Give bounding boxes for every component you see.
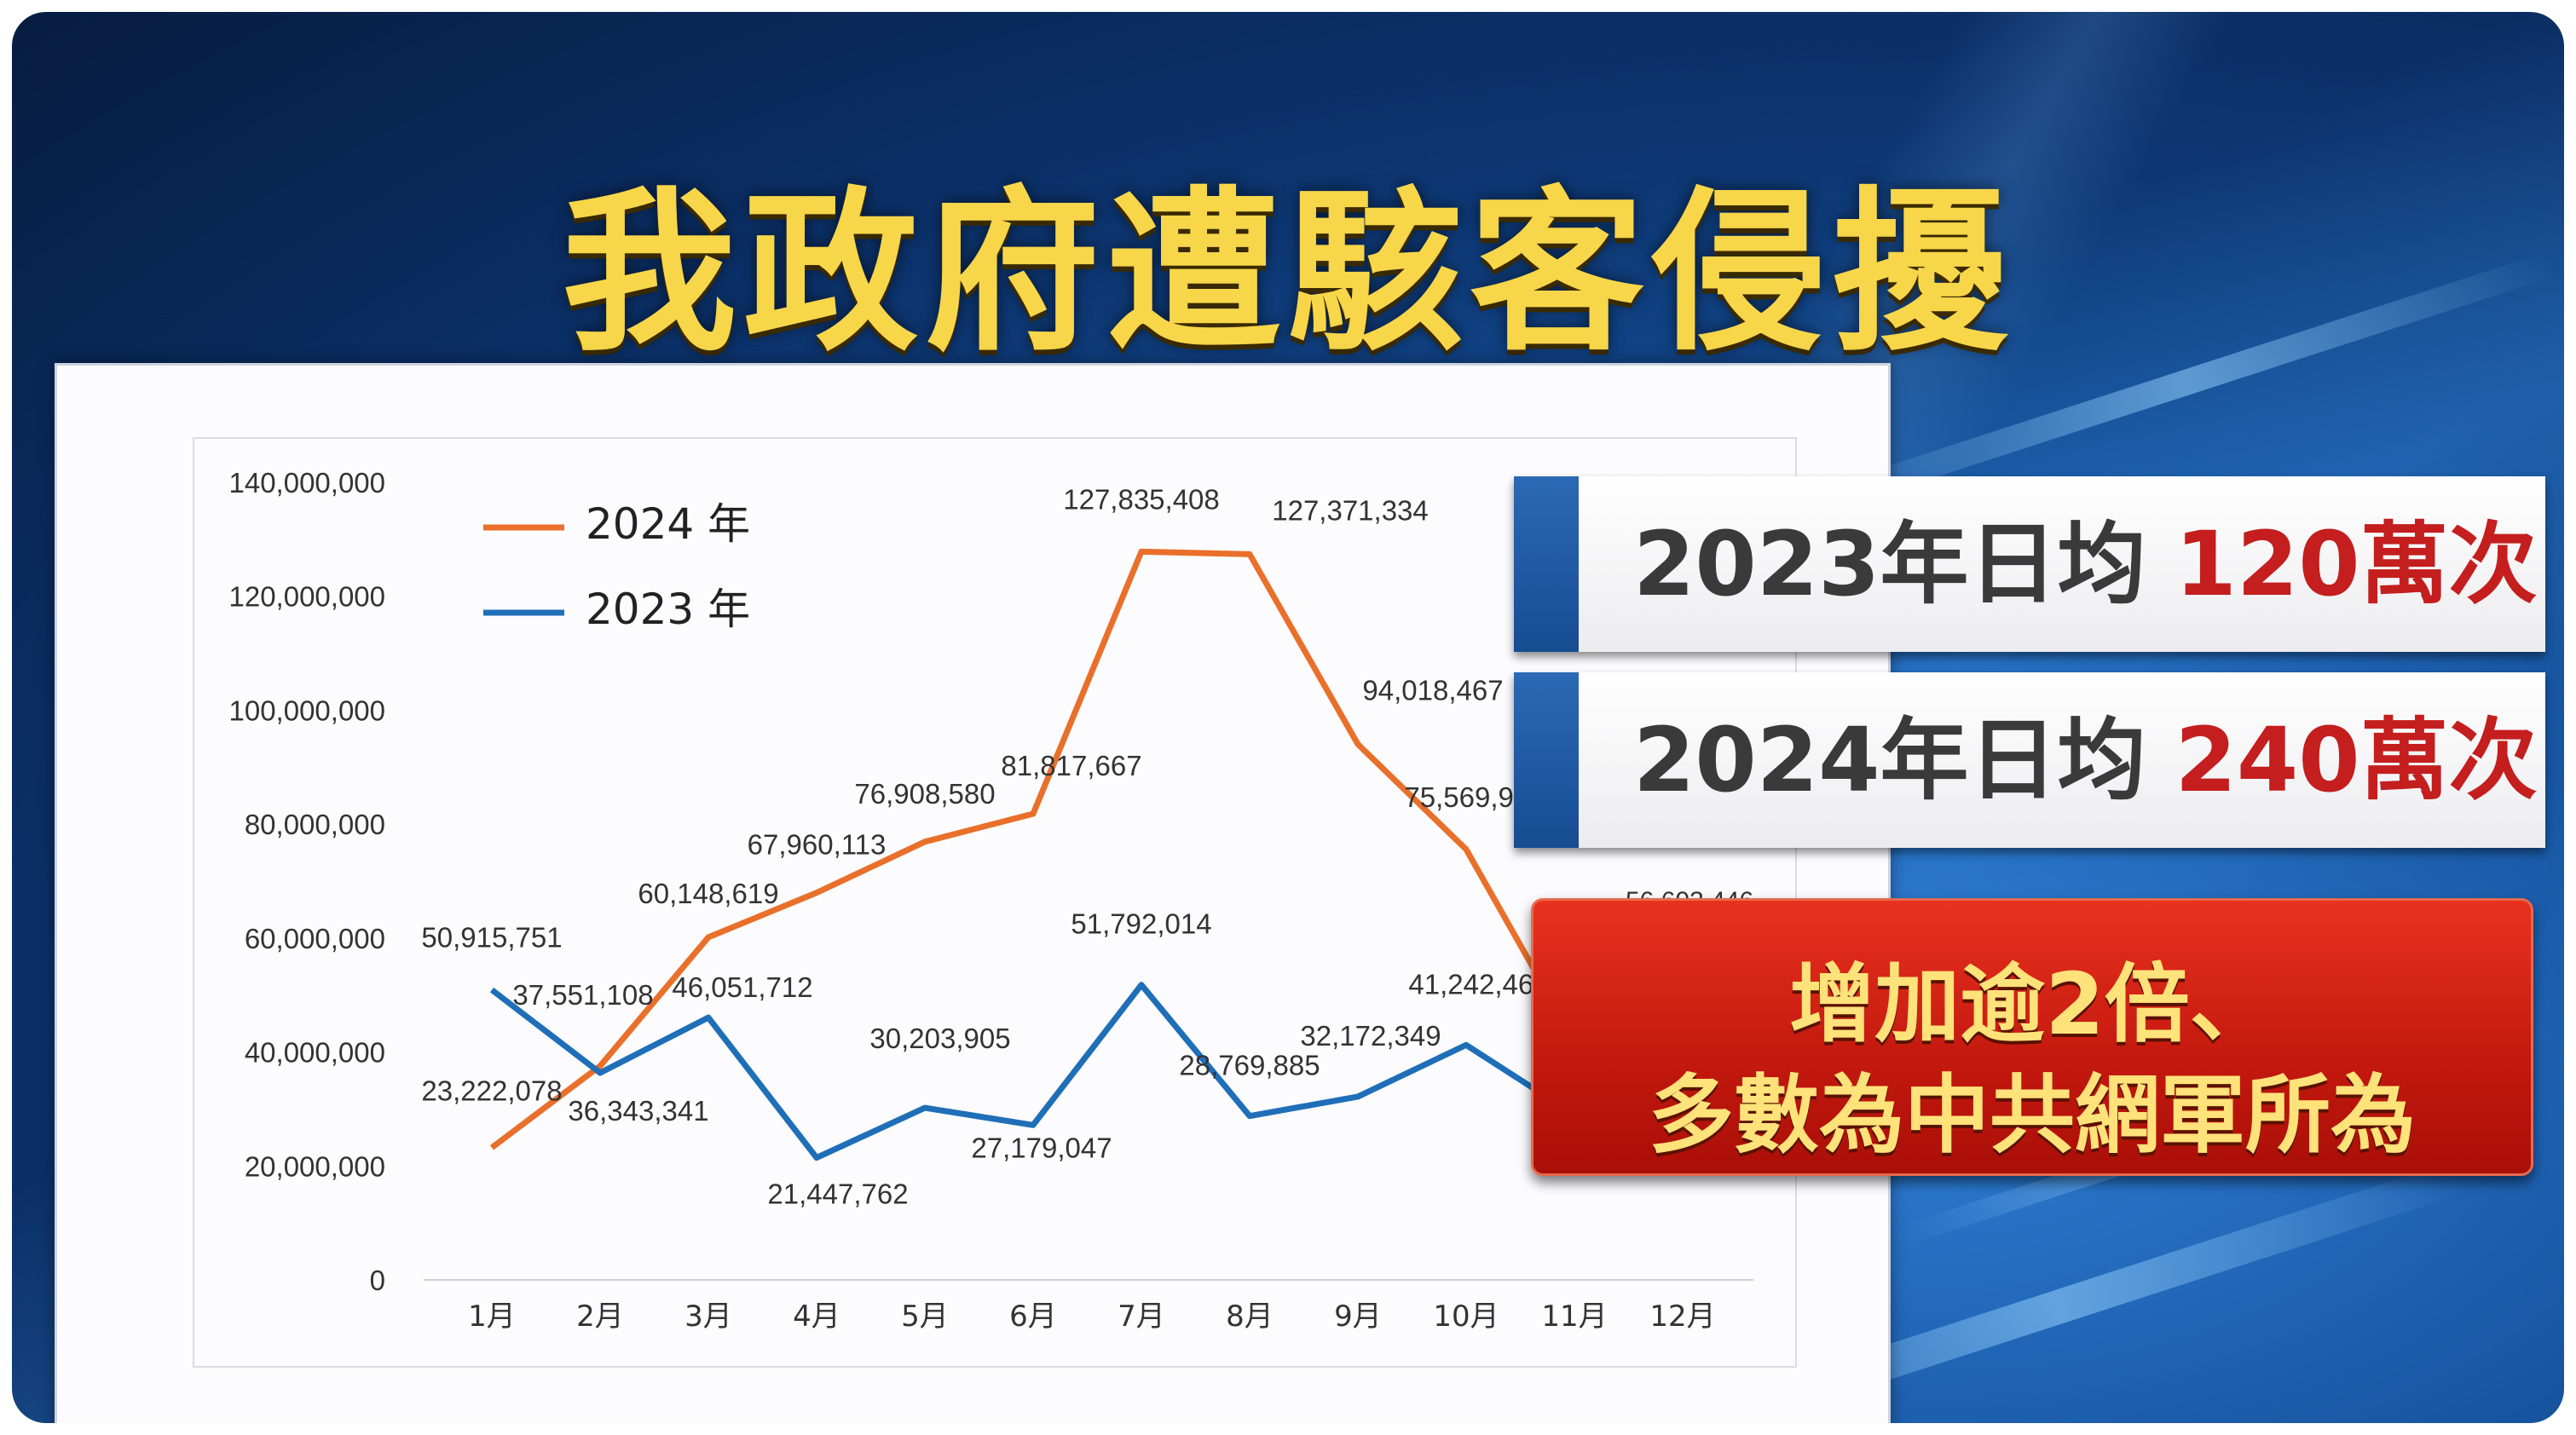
data-label: 67,960,113 xyxy=(748,829,887,861)
info-box-2024: 2024年日均 240萬次 xyxy=(1514,672,2545,848)
data-label: 27,179,047 xyxy=(971,1132,1112,1163)
y-tick-label: 20,000,000 xyxy=(245,1150,385,1182)
data-label: 21,447,762 xyxy=(767,1179,908,1210)
info-box-accent-bar xyxy=(1514,672,1579,848)
x-tick-label: 11月 xyxy=(1541,1300,1607,1334)
data-label: 60,148,619 xyxy=(638,878,778,909)
x-tick-label: 8月 xyxy=(1226,1300,1274,1334)
x-tick-label: 1月 xyxy=(468,1300,516,1334)
y-tick-label: 100,000,000 xyxy=(228,694,385,726)
x-tick-label: 5月 xyxy=(901,1300,949,1334)
info-box-highlight: 120萬次 xyxy=(2175,512,2538,616)
y-tick-label: 120,000,000 xyxy=(228,581,385,613)
y-tick-label: 40,000,000 xyxy=(245,1037,385,1069)
headline-title: 我政府遭駭客侵擾 xyxy=(562,172,2014,375)
series-line-2023 xyxy=(489,982,1576,1161)
x-tick-label: 9月 xyxy=(1334,1300,1382,1334)
info-box-text: 2023年日均 120萬次 xyxy=(1633,476,2538,652)
data-label: 36,343,341 xyxy=(568,1095,708,1127)
legend-label: 2023 年 xyxy=(586,585,750,634)
series-line-2024 xyxy=(489,548,1578,1150)
data-label: 50,915,751 xyxy=(421,922,562,954)
data-label: 32,172,349 xyxy=(1300,1020,1441,1052)
data-label: 30,203,905 xyxy=(869,1023,1010,1054)
red-callout-box: 增加逾2倍、 多數為中共網軍所為 xyxy=(1531,898,2533,1176)
data-label: 37,551,108 xyxy=(512,979,653,1011)
y-tick-label: 140,000,000 xyxy=(228,467,385,499)
x-tick-label: 10月 xyxy=(1433,1300,1499,1334)
x-tick-label: 7月 xyxy=(1118,1300,1165,1334)
data-label: 94,018,467 xyxy=(1362,674,1503,706)
callout-line-1: 增加逾2倍、 xyxy=(1789,954,2275,1054)
info-box-2023: 2023年日均 120萬次 xyxy=(1514,476,2545,652)
x-tick-label: 3月 xyxy=(684,1300,732,1334)
data-label: 23,222,078 xyxy=(421,1075,562,1107)
callout-line-2: 多數為中共網軍所為 xyxy=(1649,1065,2416,1165)
data-label: 28,769,885 xyxy=(1179,1050,1320,1081)
info-box-text: 2024年日均 240萬次 xyxy=(1633,672,2538,848)
y-tick-label: 80,000,000 xyxy=(245,809,385,840)
line-chart: 0 20,000,000 40,000,000 60,000,000 80,000,00… xyxy=(193,437,1797,1368)
data-label: 46,051,712 xyxy=(672,971,812,1003)
data-label: 127,371,334 xyxy=(1272,494,1429,526)
data-label: 81,817,667 xyxy=(1001,750,1141,781)
data-label: 51,792,014 xyxy=(1071,908,1211,940)
y-tick-label: 0 xyxy=(370,1265,385,1296)
data-label: 41,242,467 xyxy=(1408,968,1549,1000)
x-tick-label: 6月 xyxy=(1009,1300,1057,1334)
info-box-highlight: 240萬次 xyxy=(2175,708,2538,812)
info-box-label: 2023年日均 xyxy=(1633,512,2146,616)
x-tick-label: 12月 xyxy=(1649,1300,1715,1334)
broadcast-background: 我政府遭駭客侵擾 0 20,000,000 40,000,000 60,000,000… xyxy=(12,12,2564,1423)
x-tick-label: 2月 xyxy=(576,1300,624,1334)
y-tick-label: 60,000,000 xyxy=(245,923,385,954)
x-tick-label: 4月 xyxy=(793,1300,840,1334)
legend-label: 2024 年 xyxy=(586,499,750,549)
info-box-accent-bar xyxy=(1514,476,1579,652)
data-label: 127,835,408 xyxy=(1063,483,1220,515)
data-label: 76,908,580 xyxy=(854,778,995,810)
info-box-label: 2024年日均 xyxy=(1633,708,2146,812)
